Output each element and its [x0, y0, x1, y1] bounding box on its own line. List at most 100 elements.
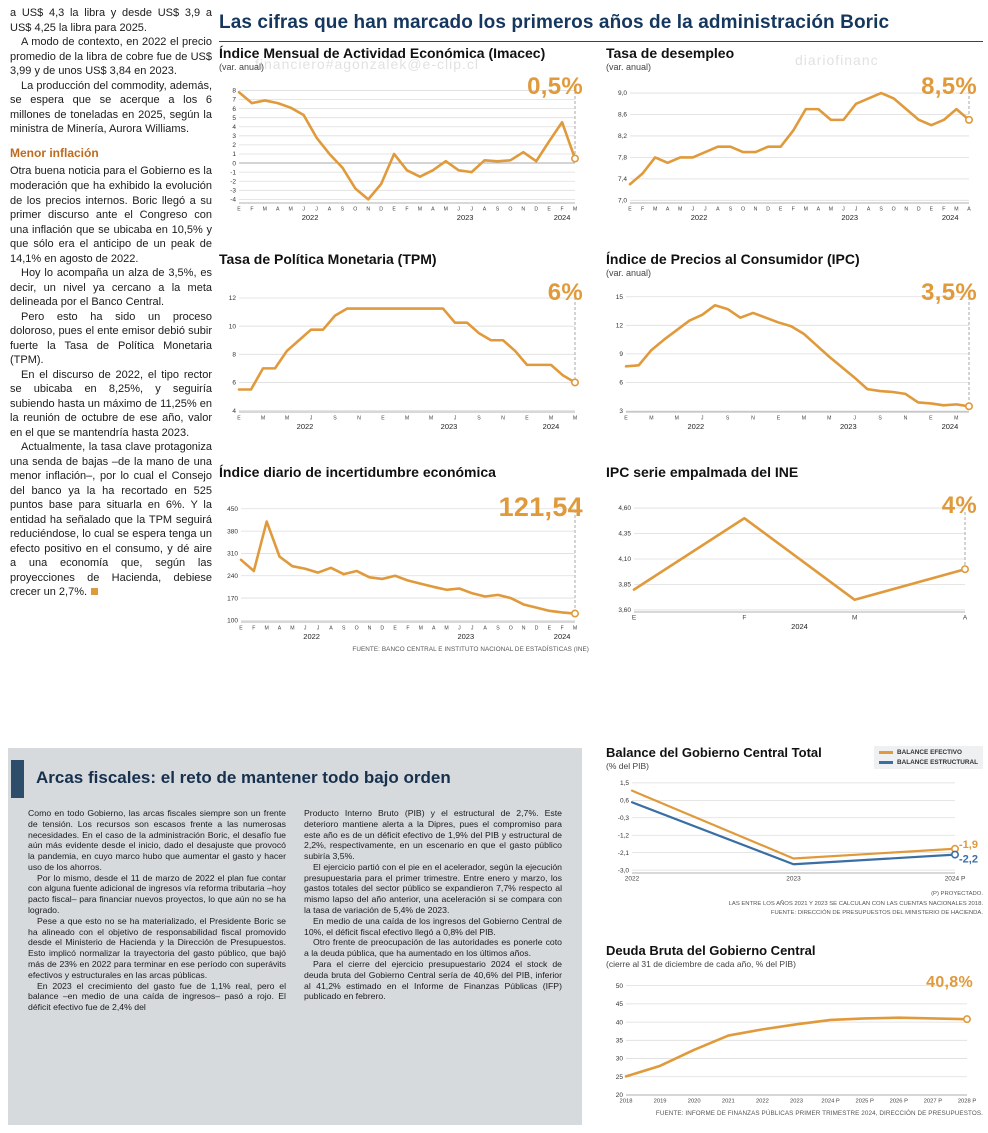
svg-text:E: E: [628, 207, 632, 213]
svg-text:25: 25: [616, 1074, 624, 1081]
svg-text:J: J: [691, 207, 694, 213]
svg-text:9,0: 9,0: [618, 91, 627, 98]
svg-text:F: F: [792, 207, 795, 213]
chart-plot-tpm: 6% 12 10 8 6 4 E M M J S N E M M J S N E M M 2022 2023 2024: [219, 279, 589, 434]
svg-text:2022: 2022: [691, 213, 708, 222]
chart-source: FUENTE: INFORME DE FINANZAS PÚBLICAS PRI…: [655, 1110, 983, 1118]
chart-plot-ipc-empalmada: 4% 4,60 4,35 4,10 3,85 3,60 E F M A 2024: [606, 492, 983, 634]
svg-text:-3: -3: [230, 188, 236, 195]
svg-text:2: 2: [232, 142, 236, 149]
svg-text:M: M: [261, 416, 265, 422]
svg-text:J: J: [704, 207, 707, 213]
chart-subtitle: (% del PIB): [606, 761, 649, 772]
svg-text:A: A: [967, 207, 971, 213]
legend-label-efectivo: BALANCE EFECTIVO: [897, 749, 963, 756]
paragraph: Por lo mismo, desde el 11 de marzo de 20…: [28, 872, 286, 916]
svg-text:4,35: 4,35: [618, 531, 631, 538]
svg-text:380: 380: [227, 529, 238, 536]
svg-text:M: M: [285, 416, 289, 422]
svg-text:D: D: [917, 207, 921, 213]
paragraph: Producto Interno Bruto (PIB) y el estruc…: [304, 808, 562, 862]
callout-imacec: 0,5%: [527, 73, 583, 101]
chart-subtitle: [219, 481, 589, 492]
svg-text:2027 P: 2027 P: [924, 1099, 943, 1105]
svg-text:2024 P: 2024 P: [821, 1099, 840, 1105]
svg-text:7,0: 7,0: [618, 198, 627, 205]
chart-subtitle: (cierre al 31 de diciembre de cada año, …: [606, 959, 796, 970]
svg-text:35: 35: [616, 1038, 624, 1045]
chart-incertidumbre: Índice diario de incertidumbre económica…: [219, 464, 589, 653]
svg-text:S: S: [496, 626, 500, 632]
chart-subtitle: [219, 268, 589, 279]
paragraph: FUENTE: DIRECCIÓN DE PRESUPUESTOS DEL MI…: [770, 910, 983, 917]
svg-text:F: F: [641, 207, 644, 213]
paragraph: (P) PROYECTADO.: [931, 891, 983, 898]
svg-text:F: F: [406, 626, 409, 632]
svg-text:E: E: [381, 416, 385, 422]
svg-text:A: A: [483, 626, 487, 632]
article-paragraphs-bottom: Otra buena noticia para el Gobierno es l…: [10, 164, 212, 599]
svg-text:170: 170: [227, 596, 238, 603]
svg-text:20: 20: [616, 1092, 624, 1099]
svg-text:-2,1: -2,1: [618, 850, 630, 857]
svg-text:A: A: [483, 207, 487, 213]
svg-text:S: S: [341, 207, 345, 213]
svg-text:-0,3: -0,3: [618, 815, 630, 822]
paragraph: Otra buena noticia para el Gobierno es l…: [10, 165, 212, 265]
svg-text:12: 12: [616, 323, 624, 330]
chart-plot-ipc: 3,5% 15 12 9 6 3 E M M J S N E M M J S N E M 2022 2023 2024: [606, 279, 983, 434]
callout-incertidumbre: 121,54: [498, 492, 583, 523]
chart-plot-balance: 1,5 0,6 -0,3 -1,2 -2,1 -3,0 2022 2023 2024 P -1,9…: [606, 772, 983, 886]
callout-ipc: 3,5%: [921, 279, 977, 307]
svg-text:E: E: [632, 615, 637, 622]
svg-text:N: N: [366, 207, 370, 213]
svg-text:D: D: [534, 207, 538, 213]
svg-text:2023: 2023: [457, 632, 474, 641]
svg-text:J: J: [458, 626, 461, 632]
svg-text:15: 15: [616, 294, 624, 301]
svg-text:E: E: [777, 416, 781, 422]
svg-text:2018: 2018: [620, 1099, 633, 1105]
callout-desempleo: 8,5%: [921, 73, 977, 101]
svg-text:5: 5: [232, 115, 236, 122]
callout-deuda: 40,8%: [926, 974, 973, 992]
svg-text:45: 45: [616, 1001, 624, 1008]
svg-text:4: 4: [232, 124, 236, 131]
svg-text:S: S: [342, 626, 346, 632]
chart-title: Índice Mensual de Actividad Económica (I…: [219, 45, 546, 61]
svg-text:-4: -4: [230, 197, 236, 204]
legend-swatch-efectivo: [879, 751, 894, 754]
svg-text:A: A: [431, 207, 435, 213]
svg-text:450: 450: [227, 506, 238, 513]
svg-text:E: E: [779, 207, 783, 213]
svg-text:J: J: [853, 416, 856, 422]
svg-text:2021: 2021: [722, 1099, 735, 1105]
svg-text:7,4: 7,4: [618, 176, 627, 183]
svg-text:D: D: [535, 626, 539, 632]
svg-text:O: O: [508, 207, 512, 213]
svg-text:J: J: [701, 416, 704, 422]
svg-text:0,6: 0,6: [620, 798, 629, 805]
svg-text:10: 10: [229, 324, 237, 331]
svg-text:N: N: [501, 416, 505, 422]
chart-tpm: Tasa de Política Monetaria (TPM) 6% 12 10…: [219, 251, 589, 434]
paragraph: Actualmente, la tasa clave protagoniza u…: [10, 441, 212, 599]
svg-text:N: N: [521, 207, 525, 213]
svg-text:M: M: [827, 416, 831, 422]
chart-desempleo: Tasa de desempleo (var. anual) 8,5% 9,0 8…: [606, 45, 983, 225]
svg-text:8,6: 8,6: [618, 112, 627, 119]
svg-text:2023: 2023: [841, 213, 858, 222]
chart-ipc-empalmada: IPC serie empalmada del INE 4% 4,60 4,35 4…: [606, 464, 983, 634]
svg-text:M: M: [573, 207, 577, 213]
svg-text:-1,9: -1,9: [959, 839, 978, 851]
paragraph: a US$ 4,3 la libra y desde US$ 3,9 a US$…: [10, 7, 212, 34]
svg-text:40: 40: [616, 1020, 624, 1027]
svg-text:M: M: [290, 626, 294, 632]
chart-title: Índice diario de incertidumbre económica: [219, 464, 496, 480]
svg-text:E: E: [237, 416, 241, 422]
svg-text:J: J: [855, 207, 858, 213]
svg-text:N: N: [754, 207, 758, 213]
svg-text:3,85: 3,85: [618, 582, 631, 589]
svg-text:M: M: [429, 416, 433, 422]
chart-legend: BALANCE EFECTIVO BALANCE ESTRUCTURAL: [874, 746, 983, 769]
